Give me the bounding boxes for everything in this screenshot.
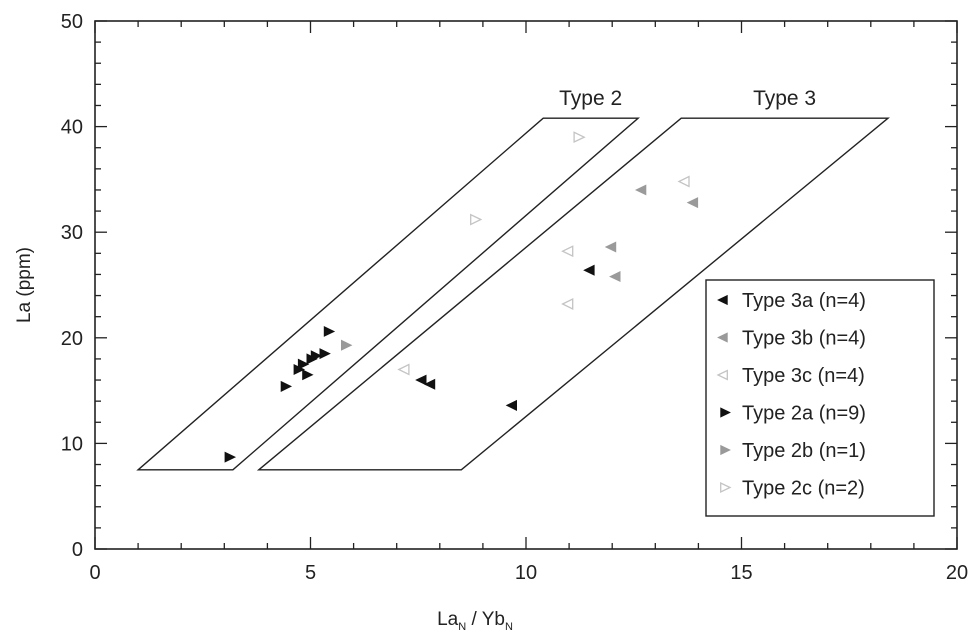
legend-label: Type 2a (n=9)	[742, 403, 866, 425]
y-tick-label: 10	[61, 433, 83, 455]
legend-label: Type 3c (n=4)	[742, 365, 865, 387]
data-point	[561, 298, 574, 310]
data-point	[319, 348, 331, 360]
region-polygon	[136, 117, 640, 471]
y-tick-label: 20	[61, 328, 83, 350]
y-tick-label: 50	[61, 11, 83, 33]
data-point	[302, 369, 314, 381]
data-point	[561, 245, 574, 258]
y-tick-labels: 0 10 20 30 40 50	[61, 11, 83, 561]
legend-label: Type 3b (n=4)	[742, 328, 866, 350]
legend-marker	[720, 407, 731, 418]
data-points	[224, 131, 699, 463]
legend-marker	[717, 294, 728, 306]
data-point	[310, 350, 323, 362]
data-point	[505, 399, 517, 411]
legend-marker	[717, 332, 728, 343]
classification-regions: Type 2 Type 3	[136, 87, 890, 471]
x-tick-label: 15	[730, 562, 752, 584]
x-tick-label: 20	[946, 562, 968, 584]
data-point	[583, 264, 595, 276]
legend: Type 3a (n=4) Type 3b (n=4) Type 3c (n=4) T…	[705, 279, 935, 517]
legend-marker	[720, 444, 731, 456]
legend-box	[705, 279, 935, 517]
data-point	[297, 358, 310, 370]
x-tick-label: 10	[515, 562, 537, 584]
legend-label: Type 2b (n=1)	[742, 440, 866, 462]
x-axis-title: LaN / YbN	[437, 609, 513, 633]
y-axis-title: La (ppm)	[14, 247, 35, 323]
y-tick-label: 40	[61, 117, 83, 139]
data-point	[609, 271, 621, 283]
x-tick-label: 0	[89, 562, 100, 584]
region-polygon	[256, 117, 890, 471]
data-point	[323, 325, 336, 337]
legend-marker	[720, 481, 732, 494]
data-point	[280, 380, 293, 392]
data-point	[573, 131, 586, 144]
data-point	[415, 374, 427, 386]
y-tick-label: 30	[61, 222, 83, 244]
legend-marker	[716, 369, 728, 381]
data-point	[340, 339, 353, 351]
region-label: Type 3	[753, 87, 816, 110]
data-point	[604, 241, 617, 253]
data-point	[224, 451, 237, 463]
legend-items: Type 3a (n=4) Type 3b (n=4) Type 3c (n=4) T…	[716, 290, 866, 500]
x-tick-labels: 0 5 10 15 20	[89, 562, 968, 584]
data-point	[397, 363, 410, 376]
data-point	[677, 175, 690, 188]
x-tick-label: 5	[305, 562, 316, 584]
data-point	[470, 213, 483, 226]
y-tick-label: 0	[72, 539, 83, 561]
data-point	[423, 378, 436, 390]
legend-label: Type 2c (n=2)	[742, 478, 865, 500]
data-point	[634, 184, 647, 196]
data-point	[686, 197, 699, 209]
region-label: Type 2	[559, 87, 622, 110]
axis-ticks	[94, 20, 958, 550]
legend-label: Type 3a (n=4)	[742, 290, 866, 312]
